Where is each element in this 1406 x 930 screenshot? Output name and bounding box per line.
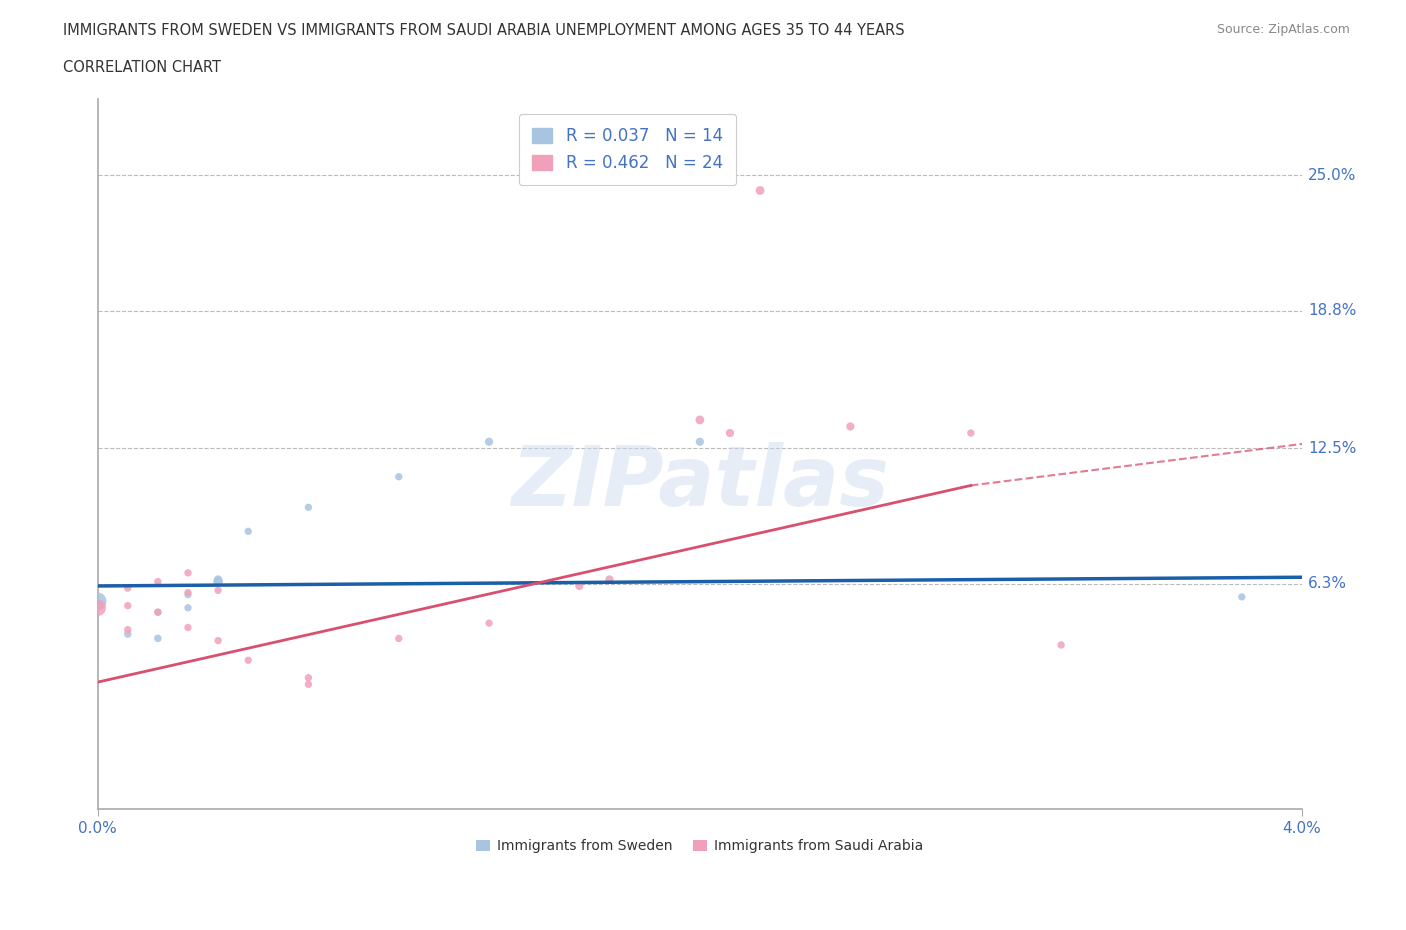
Text: IMMIGRANTS FROM SWEDEN VS IMMIGRANTS FROM SAUDI ARABIA UNEMPLOYMENT AMONG AGES 3: IMMIGRANTS FROM SWEDEN VS IMMIGRANTS FRO… (63, 23, 905, 38)
Point (207, 633, 229, 648)
Point (117, 622, 139, 637)
Point (749, 183, 772, 198)
Point (207, 574, 229, 589)
Point (388, 470, 411, 485)
Text: CORRELATION CHART: CORRELATION CHART (63, 60, 221, 75)
Point (568, 578, 591, 593)
Point (146, 604, 169, 619)
Point (297, 677, 319, 692)
Point (478, 434, 501, 449)
Point (238, 653, 260, 668)
Point (146, 604, 169, 619)
Point (718, 426, 741, 441)
Point (146, 631, 169, 645)
Text: 12.5%: 12.5% (1308, 441, 1357, 456)
Point (238, 524, 260, 538)
Legend: Immigrants from Sweden, Immigrants from Saudi Arabia: Immigrants from Sweden, Immigrants from … (471, 833, 929, 858)
Point (207, 572, 229, 587)
Point (207, 583, 229, 598)
Point (117, 580, 139, 595)
Point (297, 499, 319, 514)
Point (117, 598, 139, 613)
Point (146, 574, 169, 589)
Text: 6.3%: 6.3% (1308, 577, 1347, 591)
Point (388, 631, 411, 645)
Text: 18.8%: 18.8% (1308, 303, 1357, 318)
Point (478, 616, 501, 631)
Point (177, 585, 200, 600)
Point (177, 601, 200, 616)
Point (297, 671, 319, 685)
Point (689, 413, 711, 428)
Text: 25.0%: 25.0% (1308, 167, 1357, 182)
Point (689, 434, 711, 449)
Text: Source: ZipAtlas.com: Source: ZipAtlas.com (1216, 23, 1350, 36)
Point (117, 627, 139, 642)
Point (959, 426, 981, 441)
Point (1050, 638, 1073, 653)
Point (1230, 590, 1253, 604)
Point (839, 419, 862, 434)
Point (86, 601, 108, 616)
Point (177, 620, 200, 635)
Point (177, 565, 200, 580)
Text: ZIPatlas: ZIPatlas (510, 442, 889, 523)
Point (177, 587, 200, 602)
Point (86, 594, 108, 609)
Point (599, 572, 621, 587)
